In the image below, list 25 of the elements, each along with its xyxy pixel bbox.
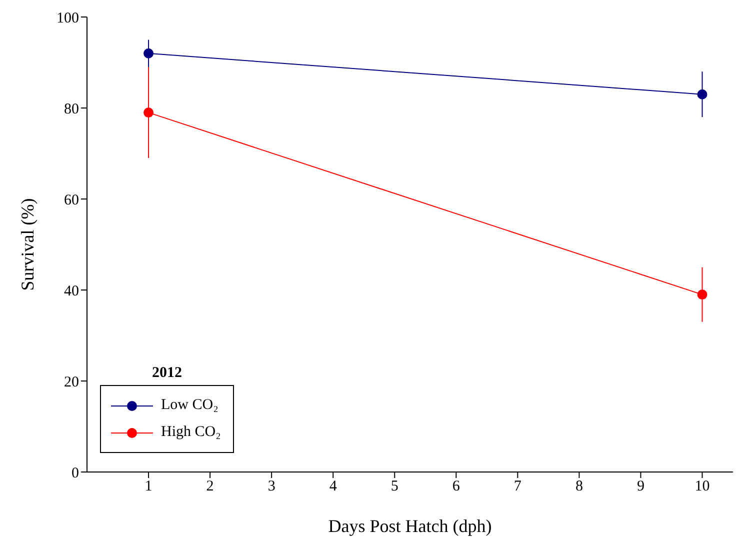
y-tick-label: 0	[72, 465, 79, 482]
x-tick-label: 3	[268, 478, 276, 495]
y-tick-label: 40	[64, 283, 79, 300]
x-tick-label: 4	[329, 478, 338, 495]
legend-label: High CO₂	[161, 424, 221, 441]
point	[697, 89, 708, 100]
y-axis-title: Survival (%)	[17, 198, 38, 291]
y-tick-label: 80	[64, 101, 79, 118]
point	[144, 48, 154, 58]
y-tick-label: 100	[56, 10, 79, 26]
x-tick-label: 6	[452, 478, 460, 495]
x-axis-title: Days Post Hatch (dph)	[328, 516, 492, 536]
x-tick-label: 7	[514, 478, 522, 495]
x-tick-label: 1	[144, 478, 152, 495]
x-tick-label: 9	[636, 478, 644, 495]
point	[144, 108, 154, 118]
point	[697, 290, 708, 300]
x-tick-label: 10	[694, 478, 710, 495]
x-tick-label: 2	[206, 478, 214, 495]
legend-label: Low CO₂	[161, 397, 218, 414]
x-tick-label: 5	[390, 478, 398, 495]
legend-title: 2012	[152, 365, 183, 382]
y-tick-label: 60	[64, 192, 79, 208]
y-tick-label: 20	[64, 374, 79, 390]
x-tick-label: 8	[575, 478, 583, 495]
